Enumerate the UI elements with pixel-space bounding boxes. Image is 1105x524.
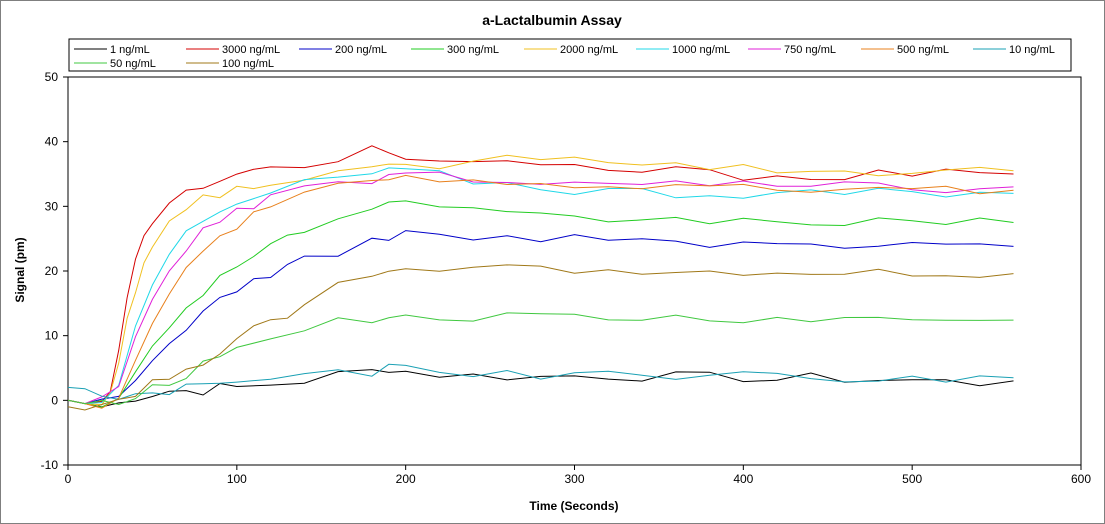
legend-label: 50 ng/mL [110, 58, 156, 70]
legend-label: 750 ng/mL [784, 44, 836, 56]
y-tick-label: 30 [45, 199, 59, 213]
x-tick-label: 500 [902, 472, 922, 486]
series-line-1 [67, 145, 1014, 405]
series-line-10 [67, 264, 1014, 411]
y-tick-label: 40 [45, 135, 59, 149]
legend-label: 500 ng/mL [897, 44, 949, 56]
y-axis-label: Signal (pm) [13, 237, 27, 302]
legend: 1 ng/mL 3000 ng/mL 200 ng/mL 300 ng/mL 2000 … [68, 38, 1072, 72]
series-line-8 [67, 363, 1014, 400]
y-tick-label: 20 [45, 264, 59, 278]
series-line-7 [67, 174, 1014, 409]
series-line-5 [67, 167, 1014, 405]
x-tick-label: 400 [733, 472, 753, 486]
legend-label: 10 ng/mL [1009, 44, 1055, 56]
series-line-2 [67, 230, 1014, 405]
series-line-9 [67, 312, 1014, 406]
x-tick-label: 200 [396, 472, 416, 486]
legend-label: 300 ng/mL [447, 44, 499, 56]
series-line-0 [67, 369, 1014, 408]
y-tick-label: 10 [45, 329, 59, 343]
x-tick-label: 0 [65, 472, 72, 486]
legend-label: 3000 ng/mL [222, 44, 280, 56]
series-line-3 [67, 200, 1014, 408]
y-tick-label: -10 [41, 458, 59, 472]
legend-label: 200 ng/mL [335, 44, 387, 56]
legend-label: 1 ng/mL [110, 44, 150, 56]
series-line-6 [67, 171, 1014, 405]
chart-title: a-Lactalbumin Assay [482, 12, 622, 28]
series-line-4 [67, 154, 1014, 406]
legend-label: 1000 ng/mL [672, 44, 730, 56]
legend-box [68, 38, 1072, 72]
y-tick-label: 50 [45, 70, 59, 84]
x-axis-label: Time (Seconds) [529, 499, 618, 513]
y-tick-label: 0 [51, 393, 58, 407]
x-tick-label: 600 [1071, 472, 1091, 486]
plot-area: 0 100 200 300 400 500 600 -10 0 10 20 30 40 50 [41, 70, 1092, 486]
x-tick-label: 300 [564, 472, 584, 486]
legend-label: 2000 ng/mL [560, 44, 618, 56]
plot-frame [67, 76, 1082, 466]
x-tick-label: 100 [227, 472, 247, 486]
legend-label: 100 ng/mL [222, 58, 274, 70]
